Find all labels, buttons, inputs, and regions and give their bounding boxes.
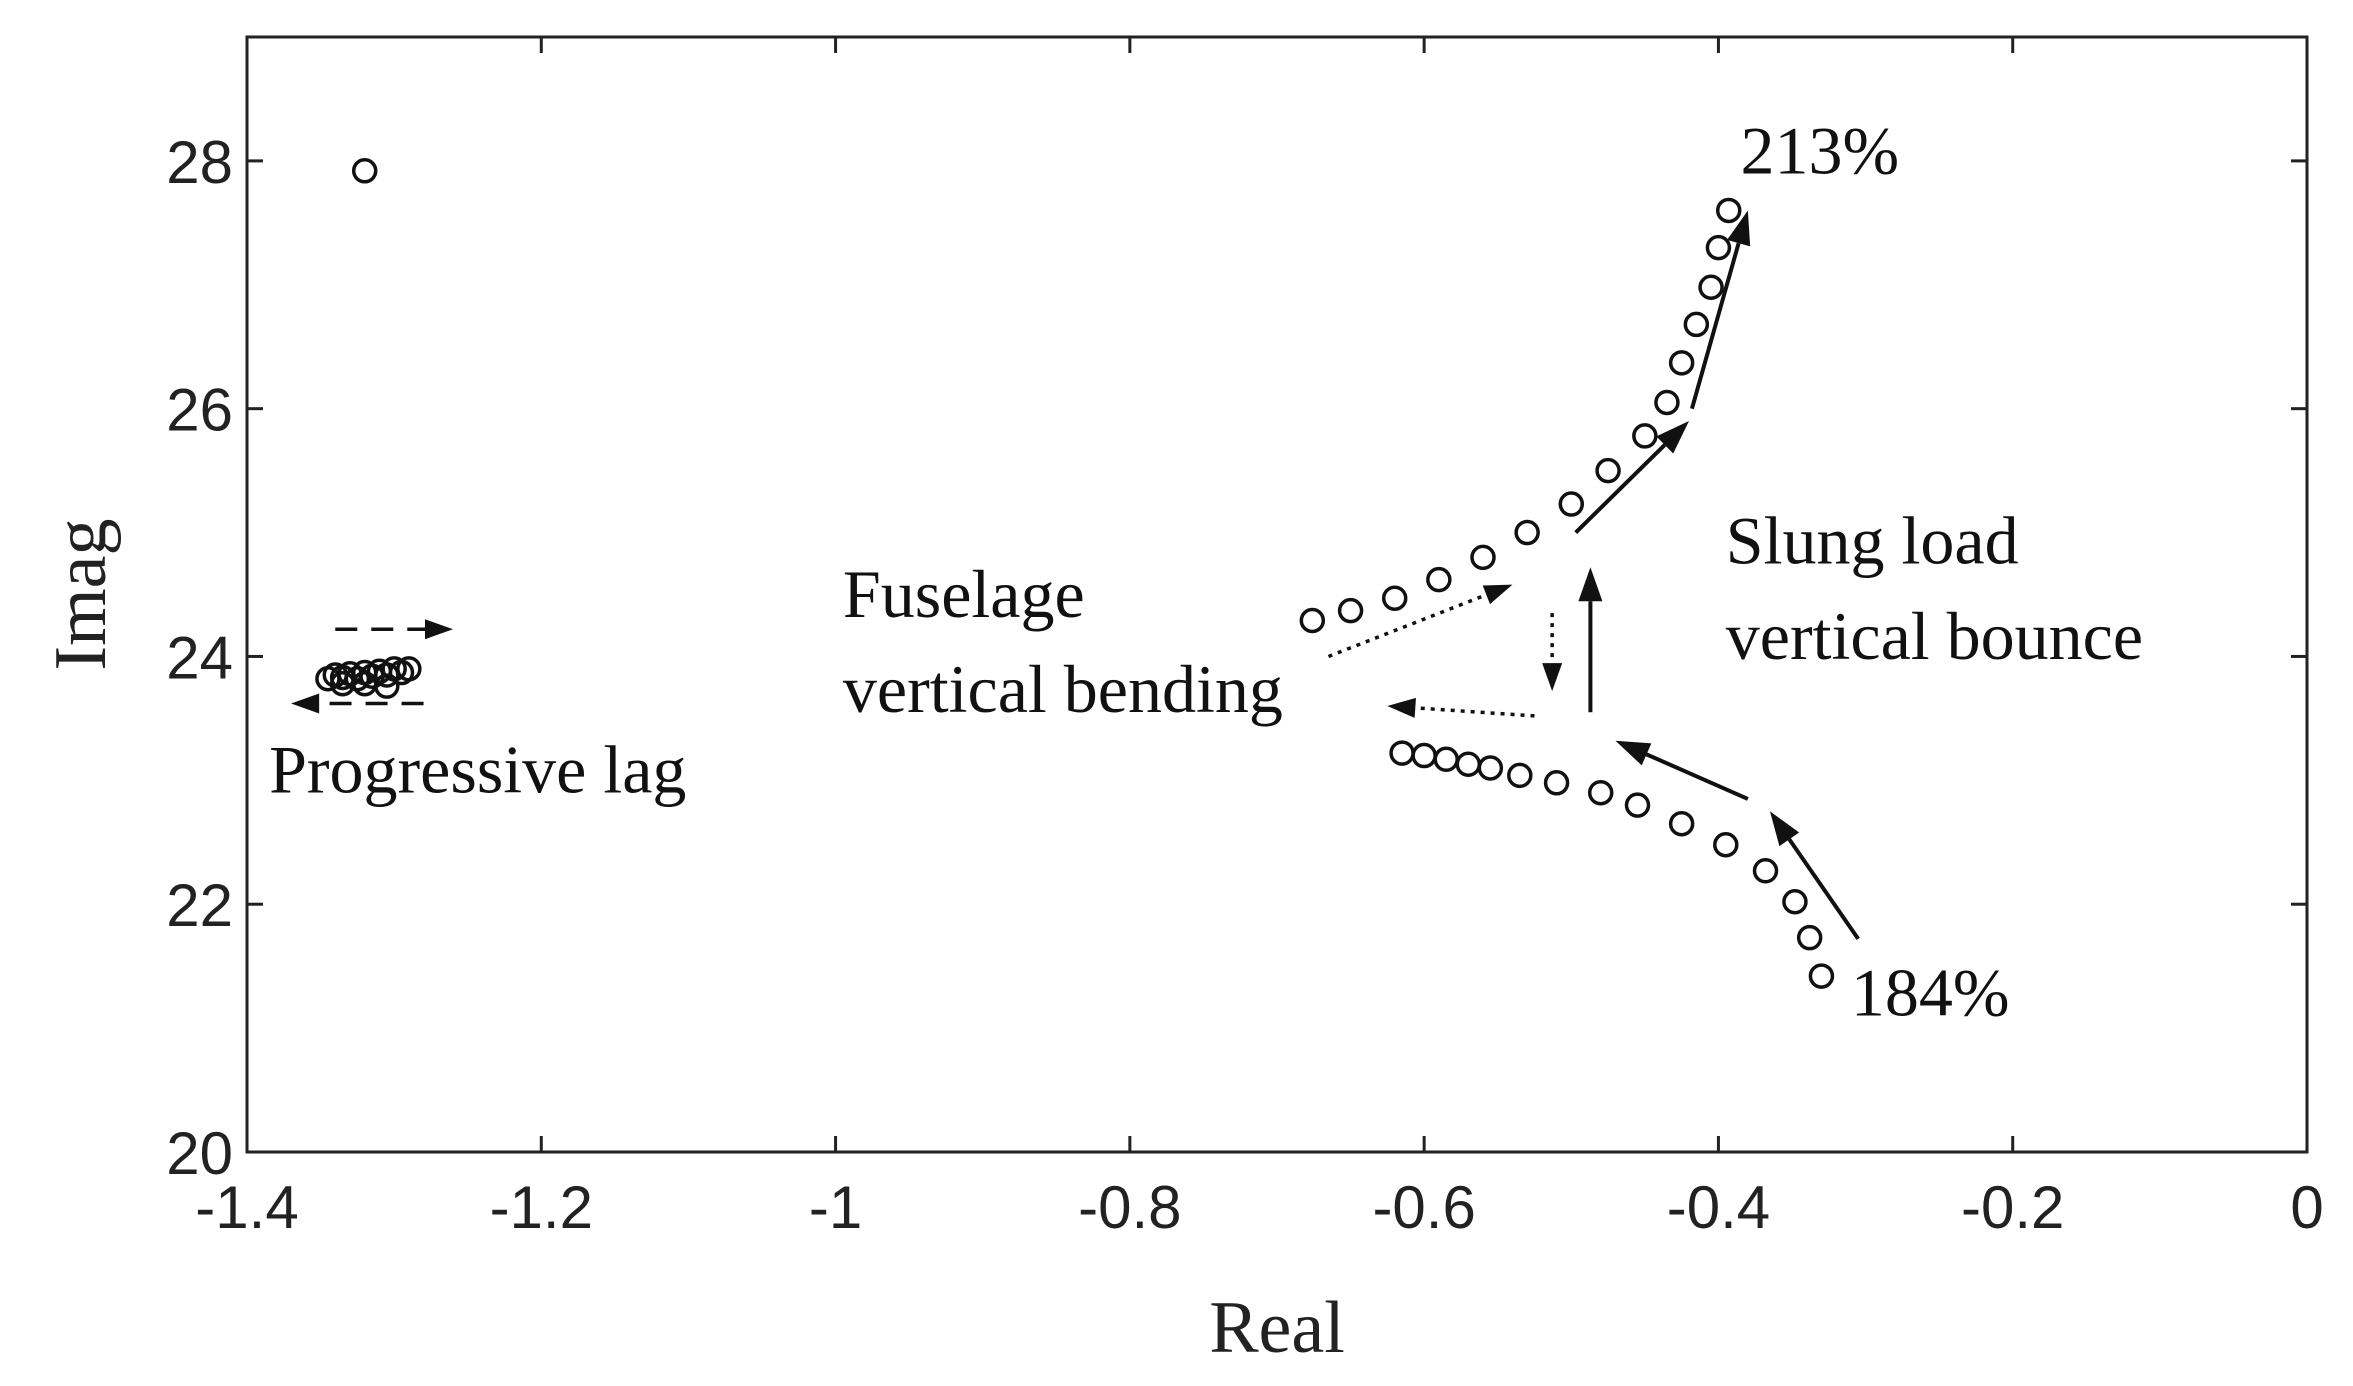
x-tick-label: 0 xyxy=(2290,1174,2323,1241)
data-point xyxy=(1337,597,1364,624)
y-tick-label: 22 xyxy=(166,872,233,939)
x-axis-title: Real xyxy=(1209,1287,1345,1369)
data-point xyxy=(1698,274,1724,301)
axes-layer: -1.4 -1.2 -1 -0.8 -0.6 -0.4 -0.2 0 20 22 24 26 28 xyxy=(166,35,2324,1241)
annotations-layer: 213% 184% Fuselage vertical bending Slung lo… xyxy=(269,112,2143,1030)
data-point xyxy=(374,673,400,699)
data-point xyxy=(1632,423,1658,449)
x-tick-label: -0.4 xyxy=(1667,1174,1770,1241)
y-tick-label: 28 xyxy=(166,129,233,196)
points-layer xyxy=(315,158,1835,989)
data-point xyxy=(1654,389,1680,416)
arrow-head xyxy=(1727,210,1751,247)
data-point xyxy=(1426,566,1452,593)
arrow-head xyxy=(1542,663,1563,692)
y-tick-label: 20 xyxy=(166,1120,233,1187)
data-point xyxy=(1668,810,1695,837)
data-point xyxy=(1796,924,1823,951)
data-point xyxy=(1624,792,1651,818)
y-tick-label: 24 xyxy=(166,624,233,691)
arrow-head xyxy=(425,619,453,640)
data-point xyxy=(1683,311,1710,338)
plot-frame xyxy=(245,35,2309,1154)
data-point xyxy=(1808,963,1835,989)
arrow-head xyxy=(1387,697,1416,718)
arrow-head xyxy=(1482,584,1513,605)
arrow-shaft xyxy=(1690,242,1741,410)
annotation-label: Progressive lag xyxy=(269,732,686,808)
data-point xyxy=(1543,770,1570,796)
data-point xyxy=(351,158,378,184)
x-tick-label: -1.2 xyxy=(490,1174,593,1241)
annotation-label: Slung load xyxy=(1726,503,2019,579)
data-point xyxy=(1713,832,1739,858)
data-point xyxy=(1299,607,1326,634)
data-point xyxy=(1507,762,1533,789)
y-tick-label: 26 xyxy=(166,377,233,444)
arrow-head xyxy=(1615,740,1652,766)
annotation-label: 184% xyxy=(1851,955,2010,1031)
x-tick-label: -1 xyxy=(809,1174,862,1241)
data-point xyxy=(1705,234,1732,261)
data-point xyxy=(1470,544,1496,571)
arrow-shaft xyxy=(1645,752,1749,801)
arrow-head xyxy=(1578,567,1603,602)
x-tick-label: -0.6 xyxy=(1372,1174,1475,1241)
data-point xyxy=(1587,779,1614,806)
arrow-head xyxy=(291,693,320,714)
data-point xyxy=(1752,858,1779,884)
x-tick-label: -0.2 xyxy=(1961,1174,2064,1241)
arrow-shaft xyxy=(1787,838,1860,941)
annotation-label: 213% xyxy=(1741,112,1900,188)
arrows-layer xyxy=(291,210,1860,941)
x-tick-label: -1.4 xyxy=(195,1174,298,1241)
data-point xyxy=(1558,491,1585,517)
arrow-head xyxy=(1769,811,1800,847)
data-point xyxy=(1715,197,1742,224)
data-point xyxy=(1668,350,1695,376)
annotation-label: vertical bending xyxy=(843,651,1283,727)
arrow-shaft xyxy=(1327,593,1487,659)
y-axis-title: Imag xyxy=(40,518,122,670)
data-point xyxy=(1782,888,1808,915)
data-point xyxy=(1381,585,1408,611)
data-point xyxy=(1514,519,1540,546)
x-tick-label: -0.8 xyxy=(1078,1174,1181,1241)
data-point xyxy=(396,656,422,682)
annotation-label: vertical bounce xyxy=(1726,598,2143,674)
data-point xyxy=(1595,457,1621,484)
arrow-head xyxy=(1656,421,1689,454)
arrow-shaft xyxy=(1574,443,1667,534)
data-point xyxy=(1477,755,1504,781)
annotation-label: Fuselage xyxy=(843,556,1085,632)
